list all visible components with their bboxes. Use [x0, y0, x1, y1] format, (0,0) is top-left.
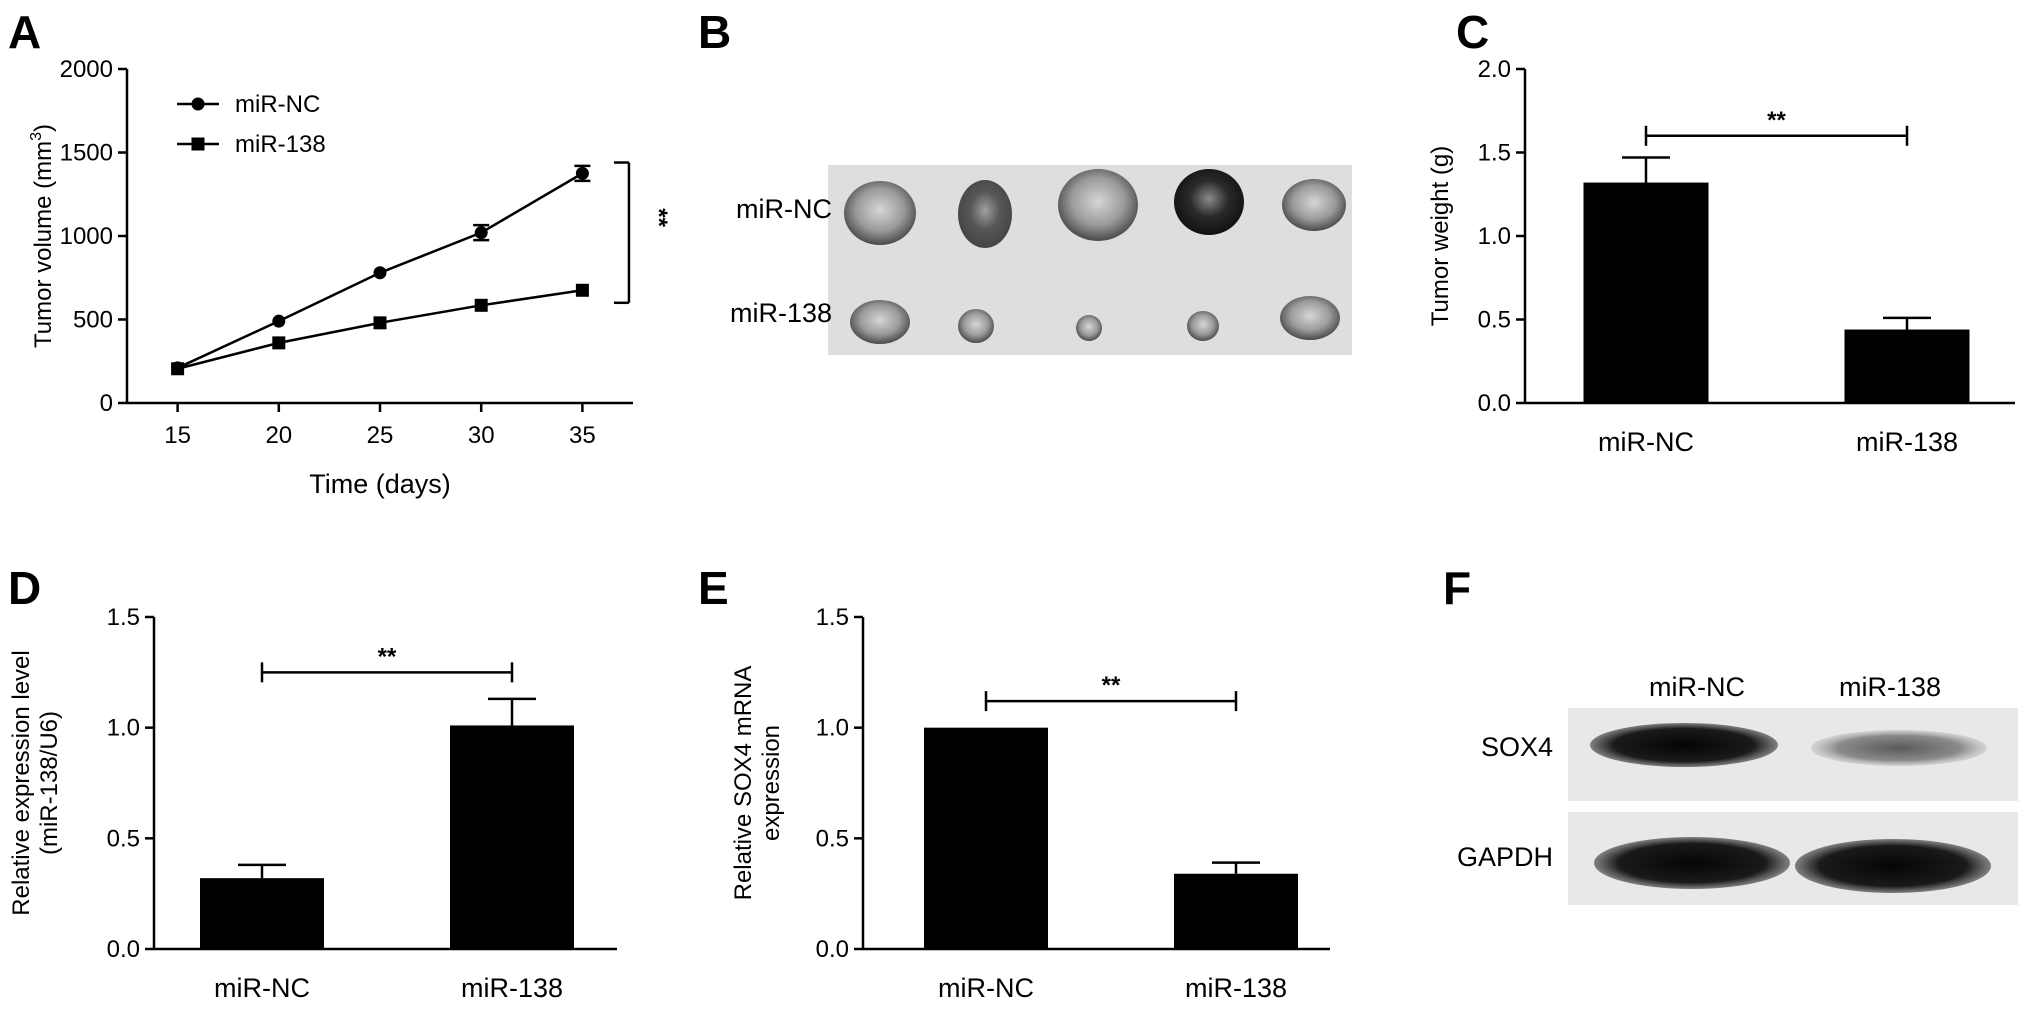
chart-e-ylabel-2: expression — [758, 725, 785, 841]
tumor-138-5 — [1280, 296, 1340, 340]
panel-b-tumor-photo: miR-NC miR-138 — [730, 165, 1352, 355]
chart-d-x-tick-label-1: miR-138 — [461, 973, 563, 1003]
blot-lane-label-138: miR-138 — [1839, 672, 1941, 702]
chart-a-x-tick-label: 35 — [569, 422, 596, 449]
tumor-nc-5 — [1282, 179, 1346, 231]
chart-d-mir138-expression: 0.0 0.5 1.0 1.5 Relative expression level (mi… — [8, 604, 617, 1003]
tumor-nc-3 — [1058, 169, 1138, 241]
tumor-138-3 — [1076, 315, 1102, 341]
panel-letter-d: D — [8, 562, 41, 614]
chart-e-y-tick-label: 1.0 — [816, 715, 849, 742]
chart-c-y-tick-label: 2.0 — [1478, 56, 1511, 83]
chart-c-sig-label: ** — [1767, 107, 1786, 134]
tumor-nc-4 — [1174, 169, 1244, 235]
chart-e-x-tick-label-1: miR-138 — [1185, 973, 1287, 1003]
chart-a-x-tick-label: 25 — [367, 422, 394, 449]
chart-e-bar-1 — [1174, 873, 1298, 949]
panel-letter-e: E — [698, 562, 729, 614]
chart-d-y-tick-label: 1.0 — [107, 715, 140, 742]
chart-a-xlabel: Time (days) — [309, 469, 451, 499]
chart-a-point-0 — [373, 266, 387, 280]
chart-a-point-0 — [474, 226, 488, 240]
chart-e-x-tick-label-0: miR-NC — [938, 973, 1034, 1003]
blot-band-sox4-138 — [1811, 730, 1987, 766]
chart-c-y-tick-label: 1.5 — [1478, 140, 1511, 167]
chart-a-point-1 — [171, 362, 185, 376]
chart-a-y-tick-label: 1000 — [60, 223, 113, 250]
chart-a-legend-label-1: miR-138 — [235, 131, 326, 158]
chart-e-y-tick-label: 1.5 — [816, 604, 849, 631]
chart-c-x-tick-label-0: miR-NC — [1598, 427, 1694, 457]
panel-letter-c: C — [1456, 6, 1489, 58]
chart-a-legend-marker-0 — [191, 97, 205, 111]
chart-c-bar-1 — [1844, 329, 1970, 403]
chart-a-y-tick-label: 2000 — [60, 56, 113, 83]
chart-c-ylabel: Tumor weight (g) — [1427, 146, 1454, 327]
chart-d-ylabel: Relative expression level — [8, 650, 35, 915]
chart-a-legend-label-0: miR-NC — [235, 91, 320, 118]
tumor-nc-1 — [844, 181, 916, 245]
panel-letter-f: F — [1443, 562, 1471, 614]
chart-c-y-tick-label: 0.5 — [1478, 307, 1511, 334]
chart-c-x-tick-label-1: miR-138 — [1856, 427, 1958, 457]
chart-a-tumor-volume: 0 500 1000 1500 2000 15 20 25 30 35 Time (days) Tum… — [28, 56, 672, 499]
blot-band-gapdh-nc — [1594, 837, 1790, 889]
chart-a-y-tick-label: 0 — [100, 390, 113, 417]
chart-a-ylabel: Tumor volume (mm3) — [28, 124, 57, 348]
chart-d-y-tick-label: 1.5 — [107, 604, 140, 631]
blot-band-label-gapdh: GAPDH — [1457, 842, 1553, 872]
chart-c-tumor-weight: 0.0 0.5 1.0 1.5 2.0 Tumor weight (g) miR-NC miR… — [1427, 56, 2015, 457]
chart-a-series-line-1 — [177, 289, 583, 370]
chart-d-sig-label: ** — [378, 643, 397, 670]
chart-a-y-tick-label: 500 — [73, 307, 113, 334]
chart-a-point-1 — [575, 283, 589, 297]
chart-a-x-tick-label: 20 — [265, 422, 292, 449]
chart-e-y-tick-label: 0.0 — [816, 936, 849, 963]
chart-d-ylabel-2: (miR-138/U6) — [36, 711, 63, 855]
blot-band-label-sox4: SOX4 — [1481, 732, 1553, 762]
chart-d-x-tick-label-0: miR-NC — [214, 973, 310, 1003]
tumor-nc-2 — [958, 180, 1012, 248]
chart-a-point-1 — [272, 336, 286, 350]
photo-row-label-138: miR-138 — [730, 298, 832, 328]
tumor-138-2 — [958, 309, 994, 343]
chart-d-y-tick-label: 0.5 — [107, 825, 140, 852]
blot-band-sox4-nc — [1590, 723, 1778, 767]
chart-a-point-0 — [575, 166, 589, 180]
blot-band-gapdh-138 — [1795, 839, 1991, 893]
panel-f-western-blot: miR-NC miR-138 SOX4 GAPDH — [1457, 672, 2018, 905]
chart-e-ylabel: Relative SOX4 mRNA — [730, 666, 757, 901]
chart-a-point-1 — [373, 316, 387, 330]
chart-d-bar-0 — [200, 878, 324, 949]
chart-a-x-tick-label: 15 — [164, 422, 191, 449]
chart-c-y-tick-label: 0.0 — [1478, 390, 1511, 417]
chart-c-bar-0 — [1583, 182, 1709, 403]
panel-letter-a: A — [8, 6, 41, 58]
tumor-138-4 — [1187, 311, 1219, 341]
chart-a-x-tick-label: 30 — [468, 422, 495, 449]
chart-c-y-tick-label: 1.0 — [1478, 223, 1511, 250]
blot-lane-label-nc: miR-NC — [1649, 672, 1745, 702]
chart-e-y-tick-label: 0.5 — [816, 825, 849, 852]
chart-a-point-0 — [272, 314, 286, 328]
chart-a-y-tick-label: 1500 — [60, 140, 113, 167]
chart-e-bar-0 — [924, 727, 1048, 949]
chart-e-sig-label: ** — [1102, 672, 1121, 699]
chart-a-legend-marker-1 — [191, 137, 205, 151]
chart-d-y-tick-label: 0.0 — [107, 936, 140, 963]
panel-letter-b: B — [698, 6, 731, 58]
chart-d-bar-1 — [450, 725, 574, 949]
chart-a-point-1 — [474, 298, 488, 312]
photo-row-label-nc: miR-NC — [736, 194, 832, 224]
chart-e-sox4-mrna: 0.0 0.5 1.0 1.5 Relative SOX4 mRNA expression… — [730, 604, 1330, 1003]
tumor-138-1 — [850, 300, 910, 344]
chart-a-sig-label: ** — [645, 208, 672, 227]
